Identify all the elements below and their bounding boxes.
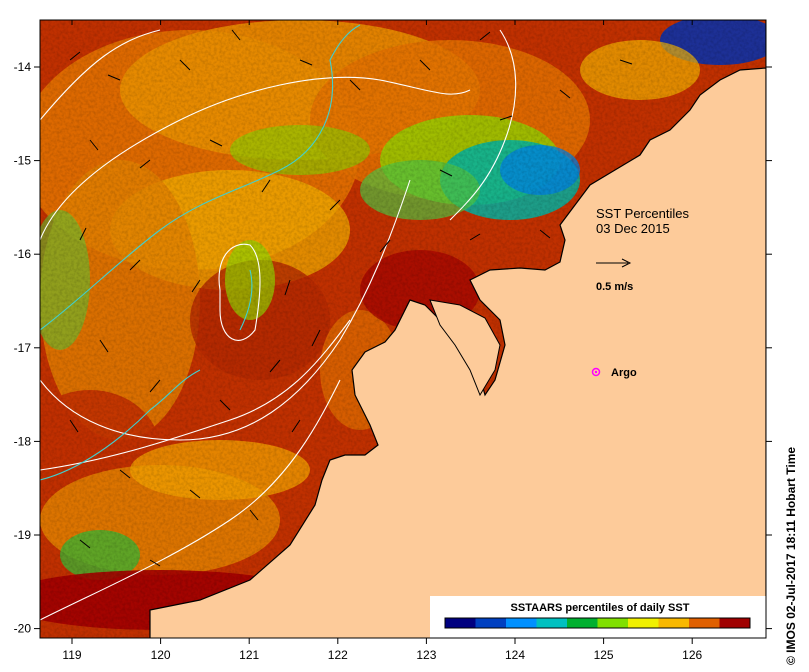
lat-tick-label: -16 xyxy=(14,247,32,261)
legend-swatch xyxy=(658,618,690,628)
lat-tick-label: -15 xyxy=(14,154,32,168)
legend-swatch xyxy=(689,618,720,628)
lat-tick-label: -20 xyxy=(14,622,32,636)
argo-marker xyxy=(591,367,601,377)
contours xyxy=(40,24,517,621)
lat-tick-label: -18 xyxy=(14,434,32,448)
legend-swatch xyxy=(475,618,507,628)
legend-tick-label: 0 xyxy=(458,638,464,650)
lon-tick-label: 119 xyxy=(62,648,81,662)
scale-arrow xyxy=(596,258,632,268)
legend-tick-label: 100 xyxy=(741,638,759,650)
lon-tick-label: 120 xyxy=(151,648,171,662)
longitude-axis: 119 120 121 122 123 124 125 126 xyxy=(62,20,703,662)
lon-tick-label: 121 xyxy=(239,648,259,662)
credit-copyright: © IMOS 02-Jul-2017 18:11 Hobart Time xyxy=(784,447,798,665)
legend-swatch xyxy=(536,618,568,628)
legend-swatch xyxy=(719,618,751,628)
lat-tick-label: -17 xyxy=(14,341,32,355)
legend-swatch xyxy=(445,618,476,628)
legend-colorbar-border xyxy=(444,617,751,629)
map-title: SST Percentiles xyxy=(596,206,689,221)
legend-swatch xyxy=(506,618,537,628)
legend-swatch xyxy=(628,618,659,628)
lon-tick-label: 125 xyxy=(594,648,614,662)
scale-label: 0.5 m/s xyxy=(596,281,633,293)
lon-tick-label: 122 xyxy=(328,648,348,662)
current-vectors xyxy=(69,29,633,567)
latitude-axis: -14 -15 -16 -17 -18 -19 -20 xyxy=(14,60,772,636)
legend-swatch xyxy=(597,618,629,628)
legend-title: SSTAARS percentiles of daily SST xyxy=(511,602,690,614)
lon-tick-label: 126 xyxy=(682,648,702,662)
map-frame xyxy=(39,19,767,639)
lat-tick-label: -19 xyxy=(14,528,32,542)
argo-label: Argo xyxy=(611,367,637,379)
legend: SSTAARS percentiles of daily SST 0 20 40 60… xyxy=(430,596,766,650)
legend-tick-label: 40 xyxy=(570,638,582,650)
plot-area: SST Percentiles 03 Dec 2015 0.5 m/s Argo… xyxy=(40,20,766,650)
lon-tick-label: 123 xyxy=(416,648,436,662)
lon-tick-label: 124 xyxy=(505,648,525,662)
land-gulf xyxy=(429,299,501,397)
legend-colorbar xyxy=(444,617,751,629)
legend-tick-label: 60 xyxy=(628,638,640,650)
legend-background xyxy=(430,596,766,638)
lat-tick-label: -14 xyxy=(14,60,32,74)
map-date: 03 Dec 2015 xyxy=(596,221,670,236)
legend-swatch xyxy=(567,618,598,628)
